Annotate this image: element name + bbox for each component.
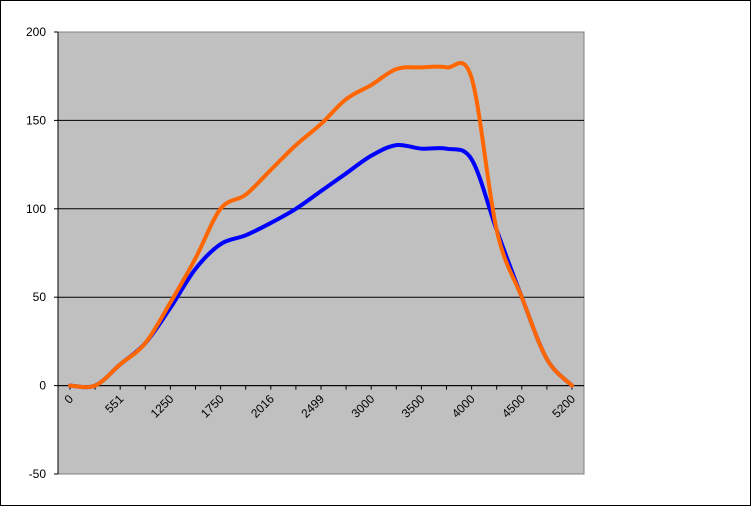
series-line-2 [68,61,574,390]
plot-area [57,31,585,475]
y-tick-label: 100 [26,202,46,216]
y-tick-label: 50 [33,290,47,304]
y-tick-label: -50 [29,467,47,481]
y-tick-label: 0 [39,379,46,393]
y-tick-label: 150 [26,113,46,127]
y-axis: -50 0 50 100 150 200 [26,25,59,481]
series-lines [68,61,574,390]
y-tick-label: 200 [26,25,46,39]
